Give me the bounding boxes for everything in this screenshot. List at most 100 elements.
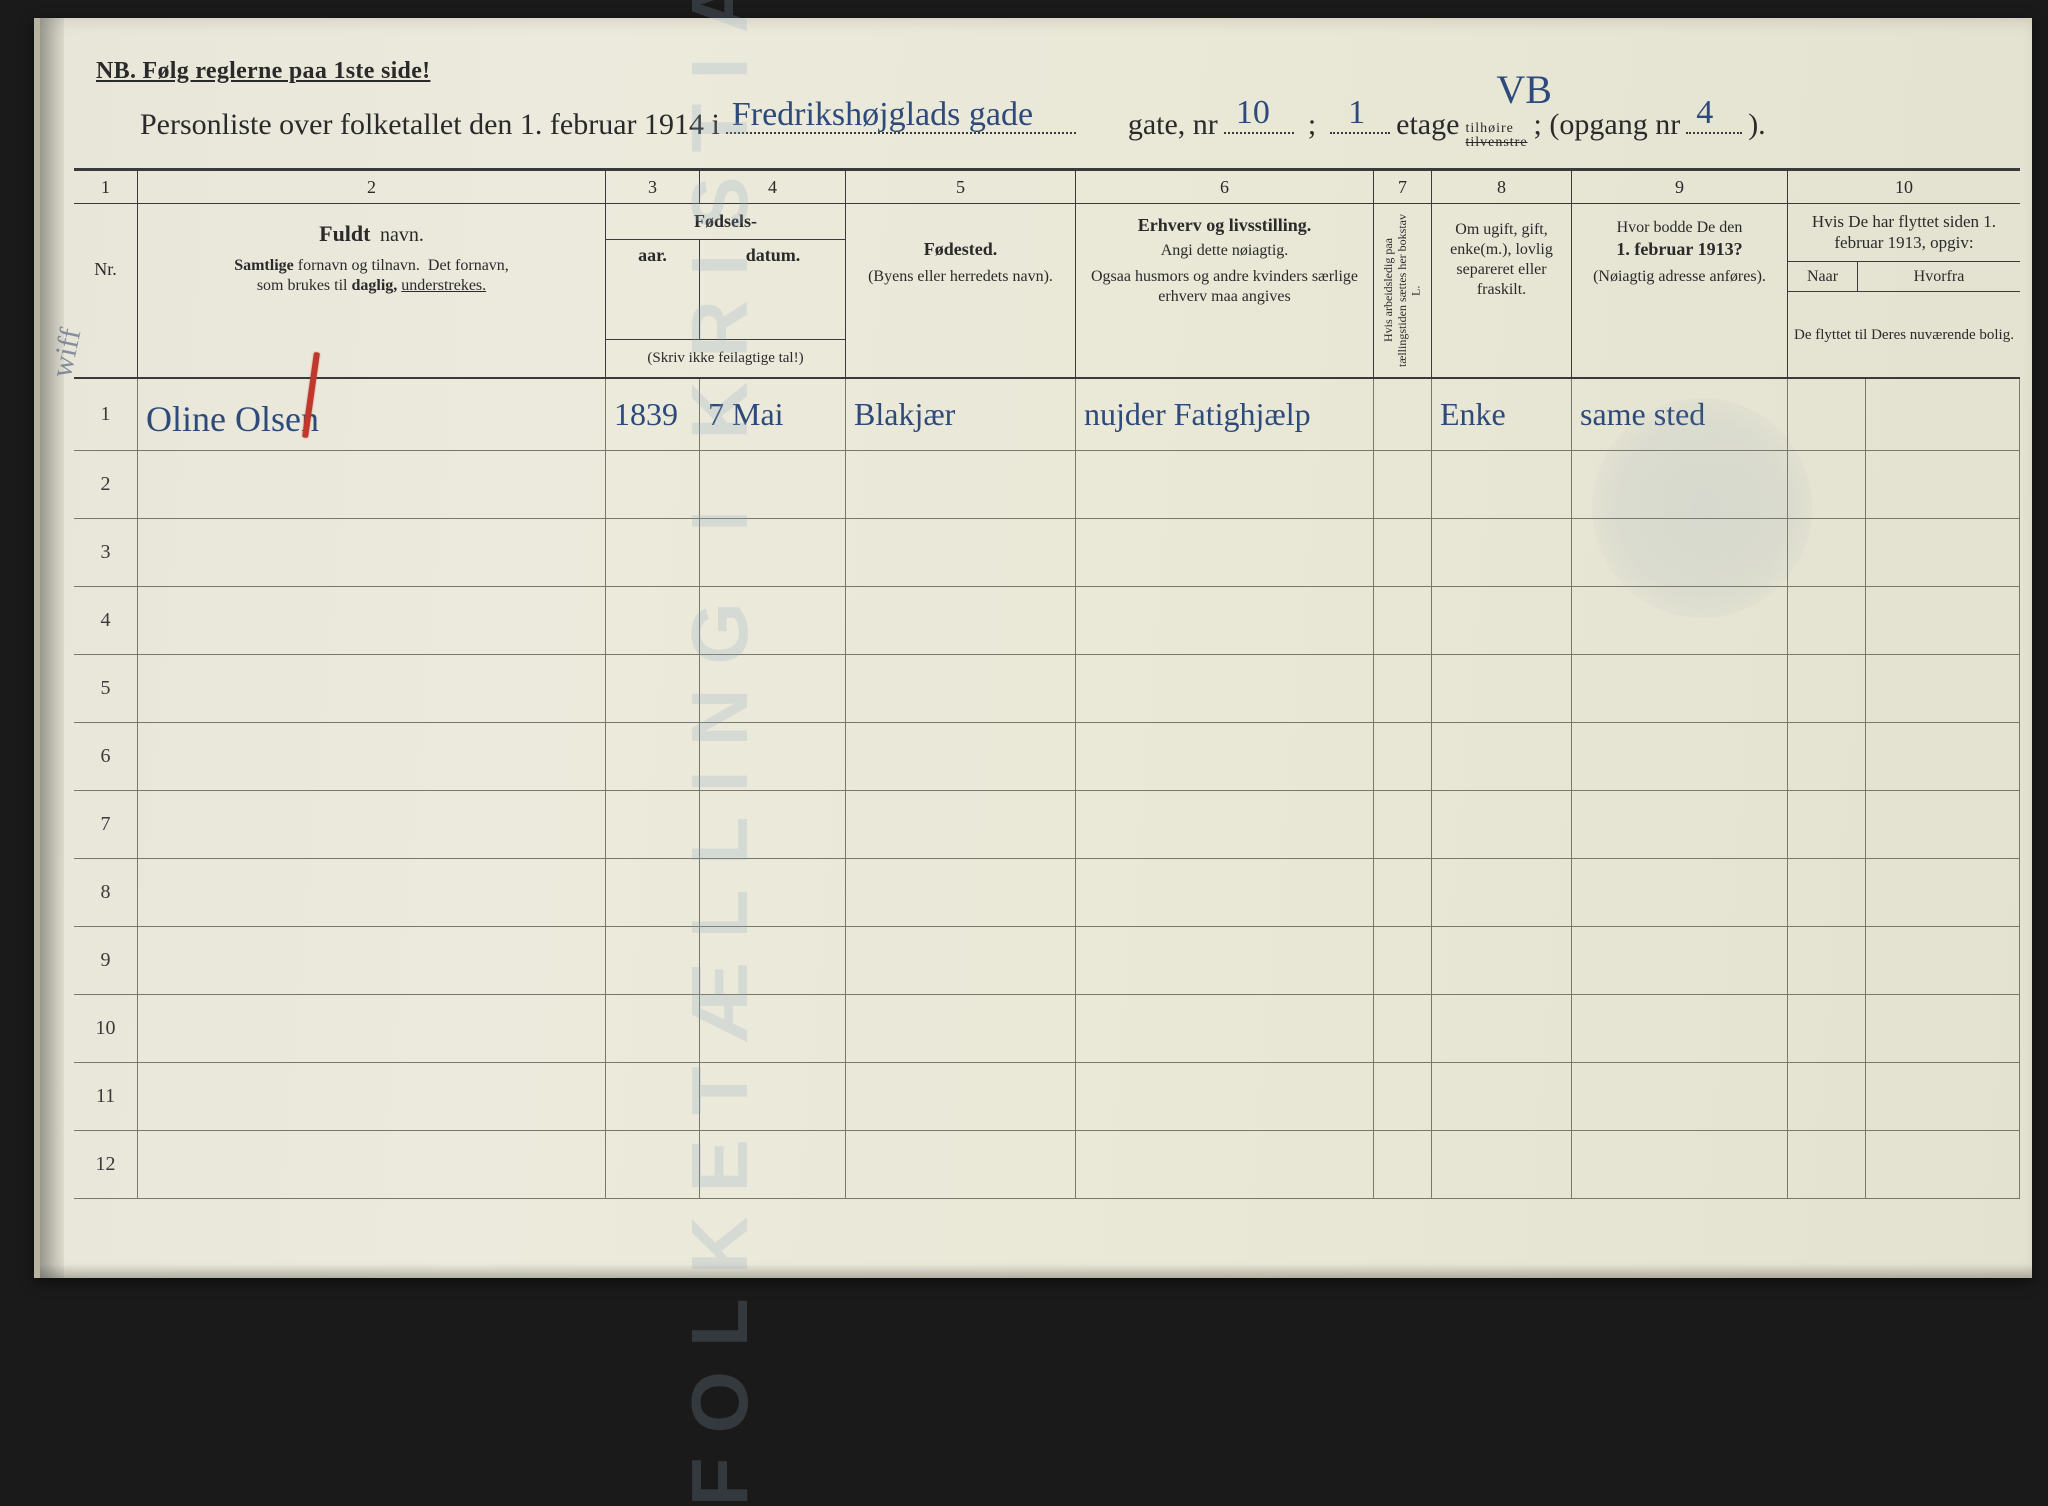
header-occupation-sub2: Ogsaa husmors og andre kvinders særlige … <box>1084 267 1365 307</box>
row-year-cell: 1839 <box>606 379 700 450</box>
colnum-10: 10 <box>1788 171 2020 203</box>
title-prefix: Personliste over folketallet den 1. febr… <box>140 108 720 142</box>
nb-instruction: NB. Følg reglerne paa 1ste side! <box>96 58 430 85</box>
table-row: 11 <box>74 1063 2020 1131</box>
header-occupation-top: Erhverv og livsstilling. <box>1138 215 1312 235</box>
colnum-3: 3 <box>606 171 700 203</box>
header-moved-naar: Naar <box>1788 262 1858 291</box>
census-table: 1 2 3 4 5 6 7 8 9 10 Nr. Fuldt navn. Sam… <box>74 168 2020 1199</box>
row-occupation-cell: nujder Fatighjælp <box>1076 379 1374 450</box>
header-birthplace-sub: (Byens eller herredets navn). <box>868 267 1053 287</box>
header-name-sub1: Samtlige fornavn og tilnavn. Det fornavn… <box>234 257 509 274</box>
header-birth-group: Fødsels- aar. datum. (Skriv ikke feilagt… <box>606 204 846 377</box>
handwritten-annotation-top: VB <box>1496 66 1552 113</box>
header-nr-label: Nr. <box>94 258 117 281</box>
tilvenstre-label: tilvenstre <box>1465 136 1527 150</box>
header-birth-top: Fødsels- <box>606 204 845 240</box>
header-prev-address-top: Hvor bodde De den <box>1617 218 1743 238</box>
row-nr: 10 <box>74 995 138 1062</box>
tilhoire-label: tilhøire <box>1465 122 1527 136</box>
entry-date: 7 Mai <box>708 396 784 433</box>
table-row: 9 <box>74 927 2020 995</box>
table-header-row: Nr. Fuldt navn. Samtlige fornavn og tiln… <box>74 203 2020 379</box>
opgang-label: ; (opgang nr <box>1534 108 1681 142</box>
gate-nr-field: 10 <box>1224 104 1294 134</box>
row-nr: 3 <box>74 519 138 586</box>
opgang-nr-field: 4 <box>1686 104 1742 134</box>
header-prev-address-sub: (Nøiagtig adresse anføres). <box>1593 267 1766 287</box>
table-row: 6 <box>74 723 2020 791</box>
table-rows: 1 Oline Olsen 1839 7 Mai Blakjær nujder … <box>74 379 2020 1199</box>
header-name: Fuldt navn. Samtlige fornavn og tilnavn.… <box>138 204 606 377</box>
entry-marital: Enke <box>1440 396 1506 433</box>
table-row: 2 <box>74 451 2020 519</box>
opgang-nr-handwritten: 4 <box>1696 94 1713 132</box>
header-birth-year: aar. <box>606 240 700 339</box>
header-name-strong: Fuldt <box>319 221 370 246</box>
row-birthplace-cell: Blakjær <box>846 379 1076 450</box>
entry-name: Oline Olsen <box>146 398 319 440</box>
row-nr: 7 <box>74 791 138 858</box>
colnum-9: 9 <box>1572 171 1788 203</box>
entry-year: 1839 <box>614 396 678 433</box>
table-row: 1 Oline Olsen 1839 7 Mai Blakjær nujder … <box>74 379 2020 451</box>
header-prev-address-bold: 1. februar 1913? <box>1616 239 1742 259</box>
etage-nr-handwritten: 1 <box>1348 94 1365 132</box>
row-nr: 5 <box>74 655 138 722</box>
header-moved-top: Hvis De har flyttet siden 1. februar 191… <box>1788 204 2020 262</box>
header-marital-text: Om ugift, gift, enke(m.), lovlig separer… <box>1440 220 1563 300</box>
header-unemployed-text: Hvis arbeidsledig paa tællingstiden sætt… <box>1382 210 1423 371</box>
census-form-page: NB. Følg reglerne paa 1ste side! VB Pers… <box>34 18 2032 1278</box>
header-birth-date: datum. <box>700 240 846 339</box>
header-birth-note: (Skriv ikke feilagtige tal!) <box>606 339 845 377</box>
row-date-cell: 7 Mai <box>700 379 846 450</box>
header-moved-hvorfra: Hvorfra <box>1858 262 2020 291</box>
header-prev-address: Hvor bodde De den 1. februar 1913? (Nøia… <box>1572 204 1788 377</box>
colnum-8: 8 <box>1432 171 1572 203</box>
header-occupation: Erhverv og livsstilling. Angi dette nøia… <box>1076 204 1374 377</box>
colnum-5: 5 <box>846 171 1076 203</box>
etage-nr-field: 1 <box>1330 104 1390 134</box>
table-row: 7 <box>74 791 2020 859</box>
etage-label: etage <box>1396 108 1459 142</box>
book-binding-shadow <box>40 18 64 1278</box>
header-marital: Om ugift, gift, enke(m.), lovlig separer… <box>1432 204 1572 377</box>
header-birthplace: Fødested. (Byens eller herredets navn). <box>846 204 1076 377</box>
entry-prevaddr: same sted <box>1580 396 1705 433</box>
table-row: 10 <box>74 995 2020 1063</box>
entry-occupation: nujder Fatighjælp <box>1084 396 1311 433</box>
colnum-1: 1 <box>74 171 138 203</box>
header-unemployed: Hvis arbeidsledig paa tællingstiden sætt… <box>1374 204 1432 377</box>
street-handwritten: Fredrikshøjglads gade <box>732 96 1033 134</box>
row-nr: 12 <box>74 1131 138 1198</box>
table-row: 5 <box>74 655 2020 723</box>
table-row: 12 <box>74 1131 2020 1199</box>
row-nr: 9 <box>74 927 138 994</box>
row-moved-cell <box>1788 379 2020 450</box>
header-moved-bottom: De flyttet til Deres nuværende bolig. <box>1788 292 2020 377</box>
header-name-rest2: navn. <box>380 224 424 246</box>
colnum-6: 6 <box>1076 171 1374 203</box>
header-name-sub2: som brukes til daglig, understrekes. <box>257 277 486 294</box>
row-unemployed-cell <box>1374 379 1432 450</box>
table-row: 4 <box>74 587 2020 655</box>
row-prevaddr-cell: same sted <box>1572 379 1788 450</box>
header-occupation-sub1: Angi dette nøiagtig. <box>1161 241 1289 261</box>
row-nr: 11 <box>74 1063 138 1130</box>
row-marital-cell: Enke <box>1432 379 1572 450</box>
colnum-2: 2 <box>138 171 606 203</box>
semicolon: ; <box>1308 108 1316 142</box>
tilhoire-tilvenstre: tilhøire tilvenstre <box>1465 122 1527 150</box>
page-bottom-shadow <box>40 1264 2032 1278</box>
header-moved-group: Hvis De har flyttet siden 1. februar 191… <box>1788 204 2020 377</box>
title-close: ). <box>1748 108 1766 142</box>
row-nr: 4 <box>74 587 138 654</box>
street-field: Fredrikshøjglads gade <box>726 104 1076 134</box>
table-row: 8 <box>74 859 2020 927</box>
gate-label: gate, nr <box>1128 108 1218 142</box>
column-number-row: 1 2 3 4 5 6 7 8 9 10 <box>74 171 2020 203</box>
row-name-cell: Oline Olsen <box>138 379 606 450</box>
row-nr: 6 <box>74 723 138 790</box>
gate-nr-handwritten: 10 <box>1236 94 1270 132</box>
row-nr: 2 <box>74 451 138 518</box>
